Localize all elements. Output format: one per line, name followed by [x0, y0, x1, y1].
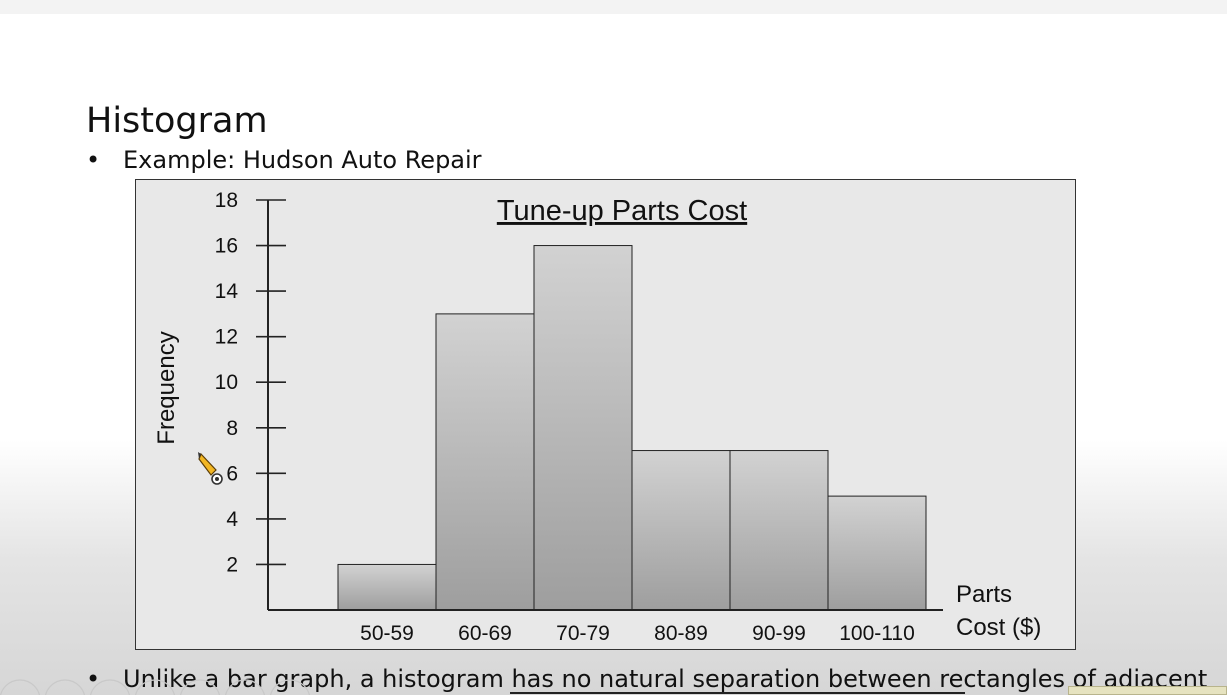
- histogram-bar-80-89: [631, 450, 731, 611]
- x-axis-label-line-1: Parts: [956, 581, 1012, 608]
- histogram-bar-50-59: [337, 563, 437, 611]
- x-tick-label-50-59: 50-59: [360, 622, 414, 645]
- y-tick-label-16: 16: [215, 235, 238, 258]
- y-tick-label-2: 2: [226, 553, 238, 576]
- y-tick-label-8: 8: [226, 417, 238, 440]
- x-tick-label-90-99: 90-99: [752, 622, 806, 645]
- link-underline: [510, 692, 965, 694]
- y-tick-label-4: 4: [226, 508, 238, 531]
- y-tick-label-14: 14: [215, 280, 239, 303]
- corner-panel: [1068, 686, 1227, 695]
- bullet-dot: •: [86, 665, 101, 693]
- y-tick-label-18: 18: [215, 189, 238, 212]
- y-axis-label: Frequency: [153, 331, 180, 444]
- histogram-chart: Tune-up Parts Cost 2 4 6 8 10 12 14 16 18 50-59 60…: [135, 179, 1076, 650]
- slide-title: Histogram: [86, 101, 268, 141]
- y-tick-label-10: 10: [215, 371, 238, 394]
- bullet-unlike-text: Unlike a bar graph, a histogram has no n…: [123, 665, 1208, 693]
- bullet-example: • Example: Hudson Auto Repair: [86, 145, 482, 175]
- bullet-unlike: • Unlike a bar graph, a histogram has no …: [86, 664, 1207, 694]
- x-tick-label-100-110: 100-110: [839, 622, 915, 645]
- histogram-bar-70-79: [533, 245, 633, 611]
- y-tick-label-12: 12: [215, 326, 238, 349]
- decorative-rings: [0, 679, 310, 695]
- x-tick-label-60-69: 60-69: [458, 622, 512, 645]
- top-strip: [0, 0, 1227, 14]
- histogram-bar-60-69: [435, 313, 535, 611]
- x-tick-label-70-79: 70-79: [556, 622, 610, 645]
- chart-title: Tune-up Parts Cost: [497, 195, 747, 227]
- bullet-example-text: Example: Hudson Auto Repair: [123, 146, 482, 174]
- histogram-bar-90-99: [729, 450, 829, 611]
- x-axis-label-line-2: Cost ($): [956, 614, 1041, 641]
- histogram-bar-100-110: [827, 495, 927, 611]
- x-tick-label-80-89: 80-89: [654, 622, 708, 645]
- histogram-svg: Tune-up Parts Cost 2 4 6 8 10 12 14 16 18 50-59 60…: [153, 189, 1041, 645]
- pencil-cursor-icon: [198, 450, 226, 486]
- y-tick-label-6: 6: [226, 462, 238, 485]
- bullet-dot: •: [86, 146, 101, 174]
